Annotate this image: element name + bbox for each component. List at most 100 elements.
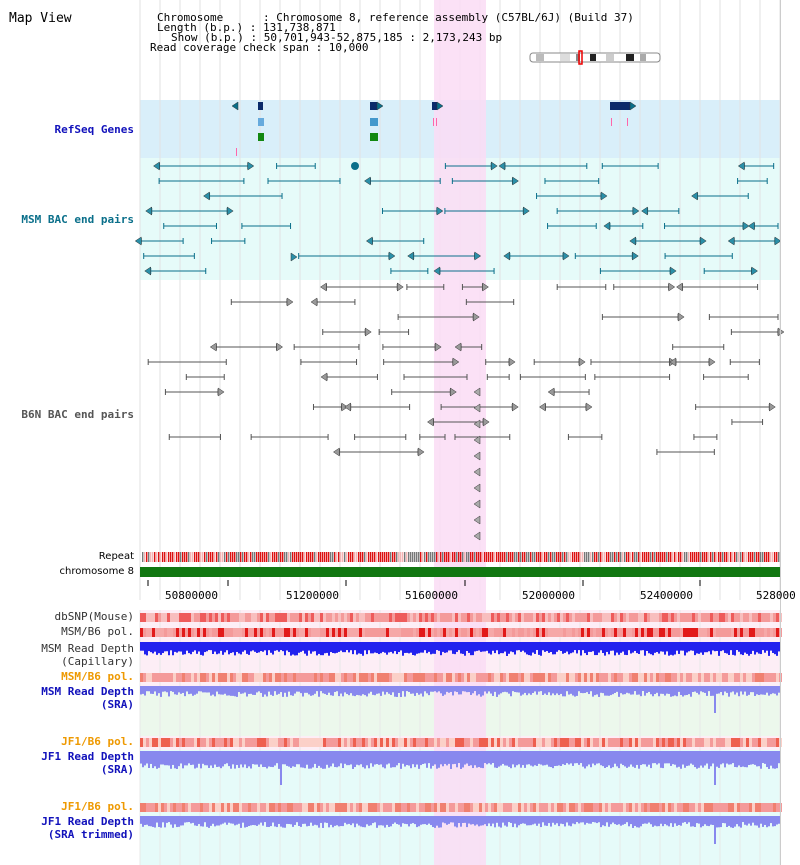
polymorphism-heat (602, 803, 605, 812)
read-depth-bar (230, 642, 232, 653)
b6n-bac-end-pair (473, 467, 481, 477)
read-depth-bar (736, 816, 738, 825)
refseq-genes-label[interactable]: RefSeq Genes (54, 123, 134, 136)
repeat-track-mark (508, 552, 510, 562)
read-depth-bar (382, 642, 384, 652)
read-depth-bar (442, 751, 444, 767)
repeat-track-mark (318, 552, 320, 562)
msm-bac-end-pair (523, 206, 530, 216)
polymorphism-heat (587, 803, 590, 812)
polymorphism-heat (374, 613, 377, 622)
repeat-track-mark (476, 552, 478, 562)
polymorphism-heat (509, 613, 512, 622)
repeat-track-mark (356, 552, 358, 562)
read-depth-bar (288, 751, 290, 767)
read-depth-bar (776, 686, 778, 696)
read-depth-bar (554, 642, 556, 655)
polymorphism-heat (605, 803, 608, 812)
read-depth-bar (170, 751, 172, 769)
read-depth-bar (624, 751, 626, 767)
polymorphism-heat (464, 673, 467, 682)
polymorphism-heat (203, 673, 206, 682)
polymorphism-heat (185, 628, 188, 637)
polymorphism-heat (275, 613, 278, 622)
read-depth-bar (418, 751, 420, 769)
read-depth-bar (336, 686, 338, 692)
polymorphism-heat (695, 738, 698, 747)
read-depth-bar (766, 816, 768, 828)
read-depth-bar (652, 686, 654, 697)
read-depth-bar (460, 686, 462, 695)
polymorphism-heat (764, 613, 767, 622)
polymorphism-heat (317, 803, 320, 812)
read-depth-bar (426, 816, 428, 825)
polymorphism-heat (359, 673, 362, 682)
polymorphism-heat (761, 803, 764, 812)
repeat-track-mark (472, 552, 474, 562)
read-depth-bar (432, 686, 434, 692)
polymorphism-heat (599, 738, 602, 747)
read-depth-bar (348, 751, 350, 766)
polymorphism-heat (614, 628, 617, 637)
polymorphism-heat (260, 738, 263, 747)
read-depth-bar (606, 642, 608, 652)
b6n-bac-end-pairs-label[interactable]: B6N BAC end pairs (21, 408, 134, 421)
read-depth-bar (472, 686, 474, 694)
polymorphism-heat (644, 673, 647, 682)
polymorphism-heat (350, 628, 353, 637)
polymorphism-heat (263, 803, 266, 812)
read-depth-bar (730, 686, 732, 693)
refseq-gene (436, 101, 444, 111)
polymorphism-heat (581, 738, 584, 747)
read-depth-bar (684, 751, 686, 768)
read-depth-bar (248, 816, 250, 827)
polymorphism-heat (158, 613, 161, 622)
read-depth-bar (754, 642, 756, 655)
polymorphism-heat (512, 613, 515, 622)
ideogram-band (606, 54, 614, 61)
read-depth-bar (474, 686, 476, 692)
polymorphism-heat (611, 803, 614, 812)
polymorphism-heat (230, 613, 233, 622)
polymorphism-heat (713, 803, 716, 812)
polymorphism-heat (524, 673, 527, 682)
polymorphism-heat (422, 738, 425, 747)
polymorphism-heat (671, 613, 674, 622)
polymorphism-heat (722, 613, 725, 622)
read-depth-bar (164, 686, 166, 692)
read-depth-bar (362, 642, 364, 656)
read-depth-bar (156, 751, 158, 769)
polymorphism-heat (599, 628, 602, 637)
polymorphism-heat (626, 613, 629, 622)
repeat-track-mark (722, 552, 724, 562)
read-depth-bar (366, 816, 368, 825)
msm-bac-end-pair (632, 251, 639, 261)
read-depth-bar (542, 642, 544, 651)
polymorphism-heat (194, 673, 197, 682)
read-depth-bar (152, 642, 154, 654)
polymorphism-heat (743, 628, 746, 637)
polymorphism-heat (266, 738, 269, 747)
read-depth-bar (196, 642, 198, 654)
polymorphism-heat (476, 628, 479, 637)
read-depth-bar (364, 642, 366, 651)
polymorphism-heat (704, 738, 707, 747)
read-depth-bar (462, 751, 464, 768)
msm-bac-end-pairs-label[interactable]: MSM BAC end pairs (21, 213, 134, 226)
repeat-track-mark (684, 552, 686, 562)
polymorphism-heat (182, 738, 185, 747)
polymorphism-heat (491, 803, 494, 812)
read-depth-bar (268, 751, 270, 767)
polymorphism-heat (299, 628, 302, 637)
polymorphism-heat (689, 803, 692, 812)
read-depth-bar (450, 642, 452, 651)
polymorphism-heat (629, 738, 632, 747)
polymorphism-heat (176, 613, 179, 622)
polymorphism-heat (650, 738, 653, 747)
polymorphism-heat (302, 628, 305, 637)
polymorphism-heat (170, 803, 173, 812)
read-depth-bar (434, 751, 436, 765)
read-depth-bar (648, 751, 650, 765)
polymorphism-heat (419, 673, 422, 682)
